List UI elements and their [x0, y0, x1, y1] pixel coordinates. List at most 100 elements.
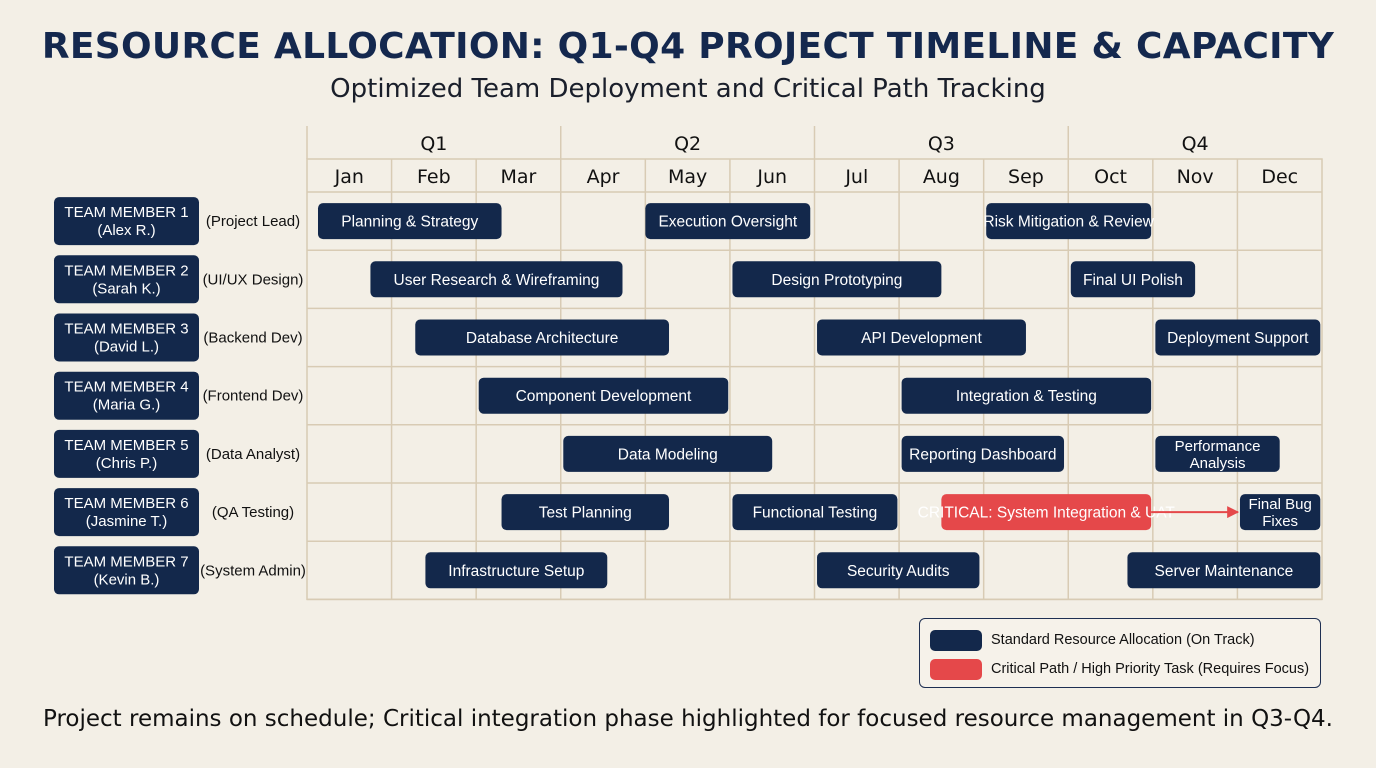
member-person: (Jasmine T.) [86, 513, 167, 530]
task-risk-mitigation-review-label: Risk Mitigation & Review [983, 214, 1154, 231]
member-person: (Sarah K.) [92, 280, 160, 297]
task-functional-testing-label: Functional Testing [753, 505, 878, 522]
footer-note: Project remains on schedule; Critical in… [42, 706, 1333, 732]
task-final-bug-fixes-label-line: Final Bug [1248, 496, 1311, 513]
task-critical-system-integration-uat-bar [941, 494, 1152, 531]
task-execution-oversight-label: Execution Oversight [658, 214, 797, 231]
task-performance-analysis-label-line: Performance [1175, 438, 1261, 455]
task-reporting-dashboard-label: Reporting Dashboard [909, 446, 1056, 463]
month-label-mar: Mar [501, 166, 537, 188]
task-risk-mitigation-review-bar [986, 203, 1152, 240]
month-label-jun: Jun [756, 166, 787, 188]
task-design-prototyping-label: Design Prototyping [771, 272, 902, 289]
member-name: TEAM MEMBER 7 [64, 553, 188, 570]
task-user-research-wireframing-label: User Research & Wireframing [394, 272, 600, 289]
task-deployment-support-bar [1155, 319, 1321, 356]
quarter-label-q4: Q4 [1182, 133, 1209, 155]
task-database-architecture-bar [415, 319, 670, 356]
month-label-jan: Jan [334, 166, 364, 188]
member-badge [54, 429, 199, 478]
task-test-planning-label: Test Planning [539, 505, 632, 522]
task-data-modeling-label: Data Modeling [618, 446, 718, 463]
member-name: TEAM MEMBER 2 [64, 262, 188, 279]
month-label-dec: Dec [1261, 166, 1298, 188]
task-data-modeling: Data Modeling [563, 435, 773, 472]
task-performance-analysis-label-line: Analysis [1190, 455, 1246, 472]
month-label-sep: Sep [1008, 166, 1044, 188]
month-label-oct: Oct [1094, 166, 1127, 188]
quarter-label-q2: Q2 [674, 133, 701, 155]
member-person: (David L.) [94, 339, 159, 356]
legend-label-critical: Critical Path / High Priority Task (Requ… [991, 661, 1310, 677]
task-risk-mitigation-review: Risk Mitigation & Review [983, 203, 1155, 240]
task-user-research-wireframing-bar [370, 261, 623, 298]
task-final-ui-polish: Final UI Polish [1070, 261, 1196, 298]
task-design-prototyping: Design Prototyping [732, 261, 942, 298]
month-label-nov: Nov [1177, 166, 1214, 188]
member-name: TEAM MEMBER 5 [64, 437, 188, 454]
task-api-development: API Development [817, 319, 1026, 356]
task-component-development-bar [478, 377, 729, 414]
member-role: (QA Testing) [212, 504, 294, 521]
member-name: TEAM MEMBER 6 [64, 495, 188, 512]
task-test-planning-bar [501, 494, 670, 531]
task-security-audits-label: Security Audits [847, 563, 950, 580]
task-database-architecture: Database Architecture [415, 319, 670, 356]
month-label-feb: Feb [417, 166, 451, 188]
task-planning-strategy-label: Planning & Strategy [341, 214, 478, 231]
team-member-column: TEAM MEMBER 1(Alex R.) (Project Lead) TEAM… [54, 197, 306, 595]
member-name: TEAM MEMBER 1 [64, 204, 188, 221]
task-component-development: Component Development [478, 377, 729, 414]
member-person: (Chris P.) [96, 455, 157, 472]
task-reporting-dashboard: Reporting Dashboard [901, 435, 1065, 472]
member-role: (System Admin) [200, 562, 306, 579]
task-performance-analysis-bar [1155, 435, 1280, 472]
member-person: (Kevin B.) [94, 571, 160, 588]
task-design-prototyping-bar [732, 261, 942, 298]
legend-label-standard: Standard Resource Allocation (On Track) [991, 632, 1255, 648]
task-server-maintenance-label: Server Maintenance [1155, 563, 1294, 580]
task-deployment-support-label: Deployment Support [1167, 330, 1309, 347]
task-integration-testing-label: Integration & Testing [956, 388, 1097, 405]
legend-swatch-standard [930, 629, 982, 651]
task-security-audits: Security Audits [817, 552, 980, 589]
member-role: (Data Analyst) [206, 446, 300, 463]
member-role: (Backend Dev) [203, 330, 302, 347]
member-person: (Alex R.) [97, 222, 155, 239]
task-test-planning: Test Planning [501, 494, 670, 531]
task-component-development-label: Component Development [516, 388, 692, 405]
legend-item-critical: Critical Path / High Priority Task (Requ… [930, 658, 1309, 680]
member-badge [54, 546, 199, 595]
month-label-apr: Apr [587, 166, 620, 188]
task-critical-system-integration-uat: CRITICAL: System Integration & UAT [918, 494, 1175, 531]
task-planning-strategy: Planning & Strategy [317, 203, 502, 240]
member-name: TEAM MEMBER 3 [64, 321, 188, 338]
task-server-maintenance: Server Maintenance [1127, 552, 1321, 589]
task-execution-oversight: Execution Oversight [645, 203, 811, 240]
task-reporting-dashboard-bar [901, 435, 1065, 472]
task-final-bug-fixes-label-line: Fixes [1262, 513, 1298, 530]
member-role: (Frontend Dev) [203, 388, 304, 405]
task-functional-testing: Functional Testing [732, 494, 898, 531]
task-deployment-support: Deployment Support [1155, 319, 1321, 356]
member-badge [54, 255, 199, 304]
task-server-maintenance-bar [1127, 552, 1321, 589]
task-bars: Planning & Strategy Execution Oversight Ri… [317, 203, 1321, 589]
task-integration-testing-bar [901, 377, 1152, 414]
month-label-may: May [668, 166, 707, 188]
month-label-aug: Aug [923, 166, 960, 188]
page-subtitle: Optimized Team Deployment and Critical P… [330, 74, 1046, 104]
task-api-development-bar [817, 319, 1026, 356]
member-person: (Maria G.) [93, 397, 161, 414]
task-final-bug-fixes-bar [1239, 494, 1321, 531]
task-execution-oversight-bar [645, 203, 811, 240]
member-badge [54, 313, 199, 362]
quarter-label-q3: Q3 [928, 133, 955, 155]
task-integration-testing: Integration & Testing [901, 377, 1152, 414]
timeline-header: Q1 Q2 Q3 Q4 Jan Feb Mar Apr May Jun Jul Aug Sep Oct No… [334, 133, 1298, 188]
task-final-ui-polish-bar [1070, 261, 1196, 298]
task-user-research-wireframing: User Research & Wireframing [370, 261, 623, 298]
task-functional-testing-bar [732, 494, 898, 531]
